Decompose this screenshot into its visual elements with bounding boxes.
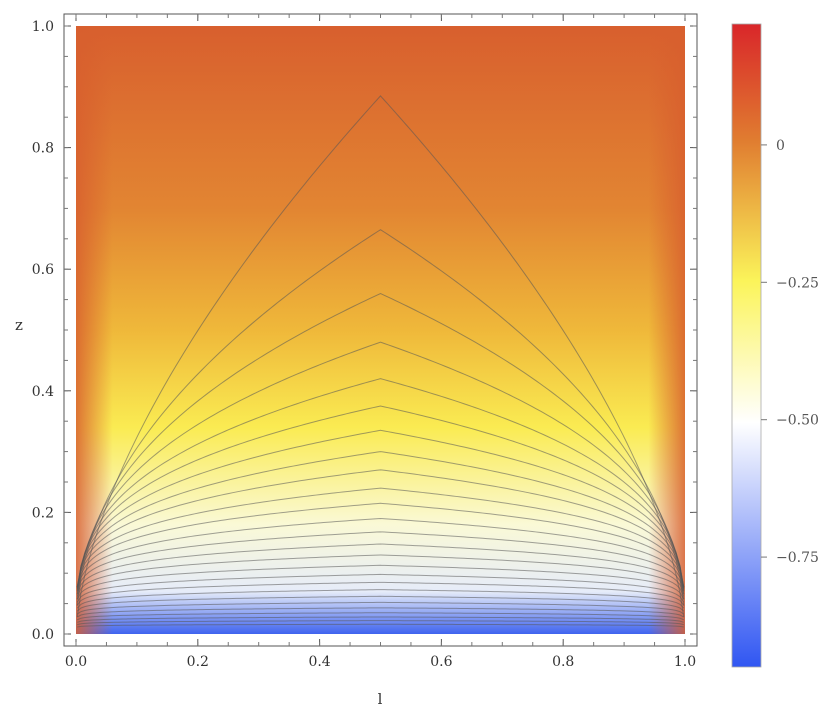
x-tick-label: 0.6 [430,654,452,670]
colorbar-ticks: 0 −0.25 −0.50 −0.75 [761,138,819,566]
contour-line [76,469,685,587]
contour-line [76,531,685,592]
contour-lines [76,95,685,628]
contour-line [76,378,685,592]
colorbar-tick-label: 0 [776,138,785,154]
contour-line [76,292,685,600]
contour-line [76,581,685,606]
y-tick-label: 0.0 [32,627,54,643]
y-tick-label: 1.0 [32,19,54,35]
contour-line [76,487,685,588]
contour-line [76,589,685,609]
contour-line [76,95,685,618]
contour-line [76,573,685,603]
contour-line [76,517,685,590]
contour-line [77,616,684,623]
contour-line [76,564,685,600]
y-tick-label: 0.4 [32,384,54,400]
x-tick-label: 0.0 [65,654,87,670]
contour-line [76,502,685,589]
y-axis-title: z [15,316,23,334]
colorbar-tick-label: −0.75 [776,550,819,566]
contour-line [76,341,685,595]
contour-line [76,229,685,606]
colorbar-gradient [731,23,762,668]
x-tick-label: 1.0 [674,654,696,670]
contour-line [76,607,685,618]
colorbar: 0 −0.25 −0.50 −0.75 [731,23,819,668]
contour-line [77,612,684,621]
contour-line [76,601,685,615]
contour-line [76,405,685,590]
contour-line [76,451,685,587]
density-field-edges [76,26,685,634]
x-axis-title: l [378,690,383,708]
contour-line [76,543,685,595]
axis-ticks: 0.0 0.2 0.4 0.6 0.8 1.0 0.0 0.2 0.4 0.6 0.8 1.0 [32,14,697,670]
plot-area [76,26,685,634]
x-tick-label: 0.2 [187,654,209,670]
x-tick-label: 0.4 [308,654,330,670]
y-tick-label: 0.6 [32,262,54,278]
contour-line [76,595,685,612]
x-tick-label: 0.8 [552,654,574,670]
contour-line [77,620,684,626]
y-tick-label: 0.8 [32,141,54,157]
contour-line [76,429,685,588]
contour-line [77,623,684,628]
y-tick-label: 0.2 [32,505,54,521]
colorbar-tick-label: −0.25 [776,275,819,291]
contour-line [76,554,685,597]
colorbar-tick-label: −0.50 [776,413,819,429]
